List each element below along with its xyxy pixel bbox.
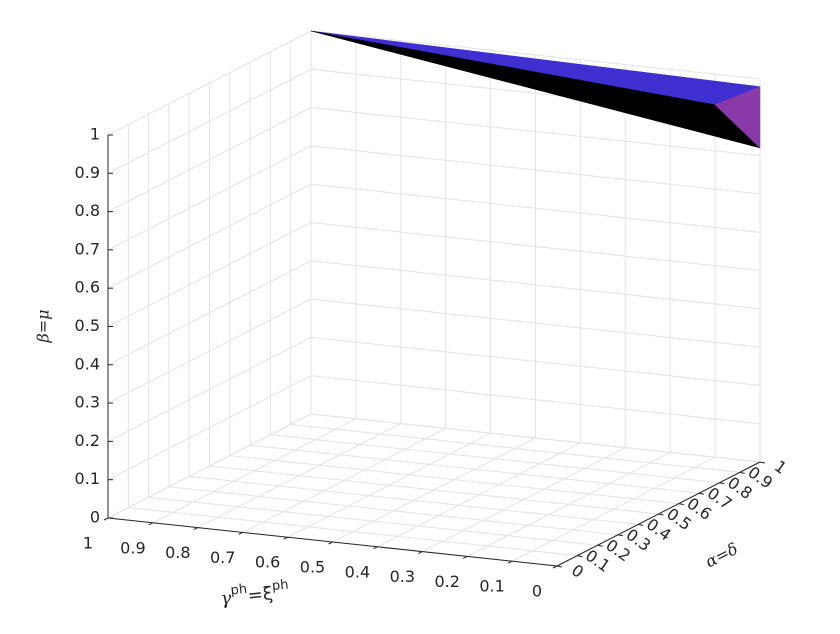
x-tick-label: 0.5 [300, 558, 325, 577]
grid-line [310, 183, 761, 233]
grid-line [310, 413, 761, 463]
grid-line [310, 298, 761, 348]
y-tick [678, 503, 684, 506]
grid-line [229, 455, 679, 505]
y-tick [556, 565, 563, 568]
x-tick-label: 0.6 [255, 553, 280, 572]
x-tick-label: 0 [532, 582, 542, 601]
x-tick-label: 0.9 [120, 538, 145, 557]
grid-line [107, 375, 312, 481]
grid-line [107, 107, 312, 213]
z-tick-label: 0.5 [75, 316, 100, 335]
y-tick [699, 492, 705, 495]
grid-line [107, 413, 312, 519]
x-tick-label: 0.7 [210, 548, 235, 567]
surface-patch [714, 86, 761, 149]
z-tick-label: 0.9 [75, 163, 100, 182]
grid-line [107, 68, 312, 174]
grid-line [209, 465, 659, 515]
x-tick-label: 0.4 [345, 562, 370, 581]
z-tick-label: 0.6 [75, 278, 100, 297]
x-tick [103, 517, 109, 521]
z-tick-label: 0.7 [75, 239, 100, 258]
x-tick-label: 0.3 [390, 567, 415, 586]
grid-line [128, 507, 578, 557]
grid-line [107, 260, 312, 366]
x-label-part: ph [230, 581, 248, 598]
z-tick-label: 1 [90, 125, 100, 144]
grid-line [310, 145, 761, 195]
z-axis-label: β=μ [34, 309, 53, 343]
x-tick-label: 0.8 [165, 543, 190, 562]
grid-line [107, 298, 312, 404]
y-tick [638, 523, 644, 526]
x-tick-label: 0.1 [479, 577, 504, 596]
grid-line [107, 336, 312, 442]
y-tick [658, 513, 664, 516]
y-tick-label: 0 [568, 560, 587, 581]
x-label-part: ph [271, 577, 289, 594]
grid-line [107, 145, 312, 251]
x-axis-label: γph=ξph [219, 577, 290, 610]
grid-line [148, 496, 598, 546]
y-axis-line [556, 461, 761, 567]
grid-line [310, 260, 761, 310]
grid-line [107, 183, 312, 289]
y-tick [617, 534, 623, 537]
grid-line [310, 107, 761, 157]
grid-line [310, 30, 761, 80]
x-label-part: =ξ [247, 583, 274, 607]
y-axis-label: α=δ [702, 539, 741, 571]
grid-line [107, 222, 312, 327]
x-tick-label: 1 [83, 534, 93, 553]
x-axis-line [107, 517, 558, 567]
z-tick-label: 0.2 [75, 431, 100, 450]
y-tick [597, 544, 603, 547]
grid-line [310, 222, 761, 271]
y-tick [759, 461, 766, 464]
x-label-part: γ [220, 588, 233, 610]
grid-line [250, 444, 700, 494]
z-tick-label: 0.1 [75, 469, 100, 488]
y-tick [739, 471, 745, 474]
z-tick-label: 0.8 [75, 201, 100, 220]
grid-line [168, 486, 618, 536]
grid-line [189, 475, 639, 525]
y-tick [577, 555, 583, 558]
z-tick-label: 0.4 [75, 354, 100, 373]
z-tick-label: 0.3 [75, 393, 100, 412]
grid-line [310, 375, 761, 425]
grid-line [290, 423, 740, 473]
grid-line [270, 434, 720, 484]
z-tick-label: 0 [90, 508, 100, 527]
grid-line [107, 30, 312, 136]
y-tick [719, 482, 725, 485]
grid-line [310, 336, 761, 386]
x-tick-label: 0.2 [434, 572, 459, 591]
